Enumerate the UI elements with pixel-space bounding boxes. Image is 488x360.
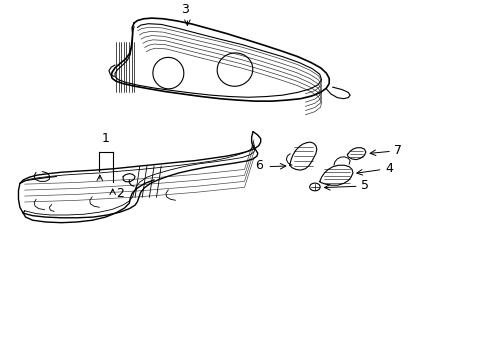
Text: 6: 6 (254, 159, 262, 172)
Text: 5: 5 (360, 179, 368, 192)
Text: 3: 3 (181, 3, 189, 16)
Text: 2: 2 (116, 188, 123, 201)
Text: 7: 7 (394, 144, 402, 157)
Text: 1: 1 (102, 132, 109, 145)
Text: 4: 4 (384, 162, 392, 175)
